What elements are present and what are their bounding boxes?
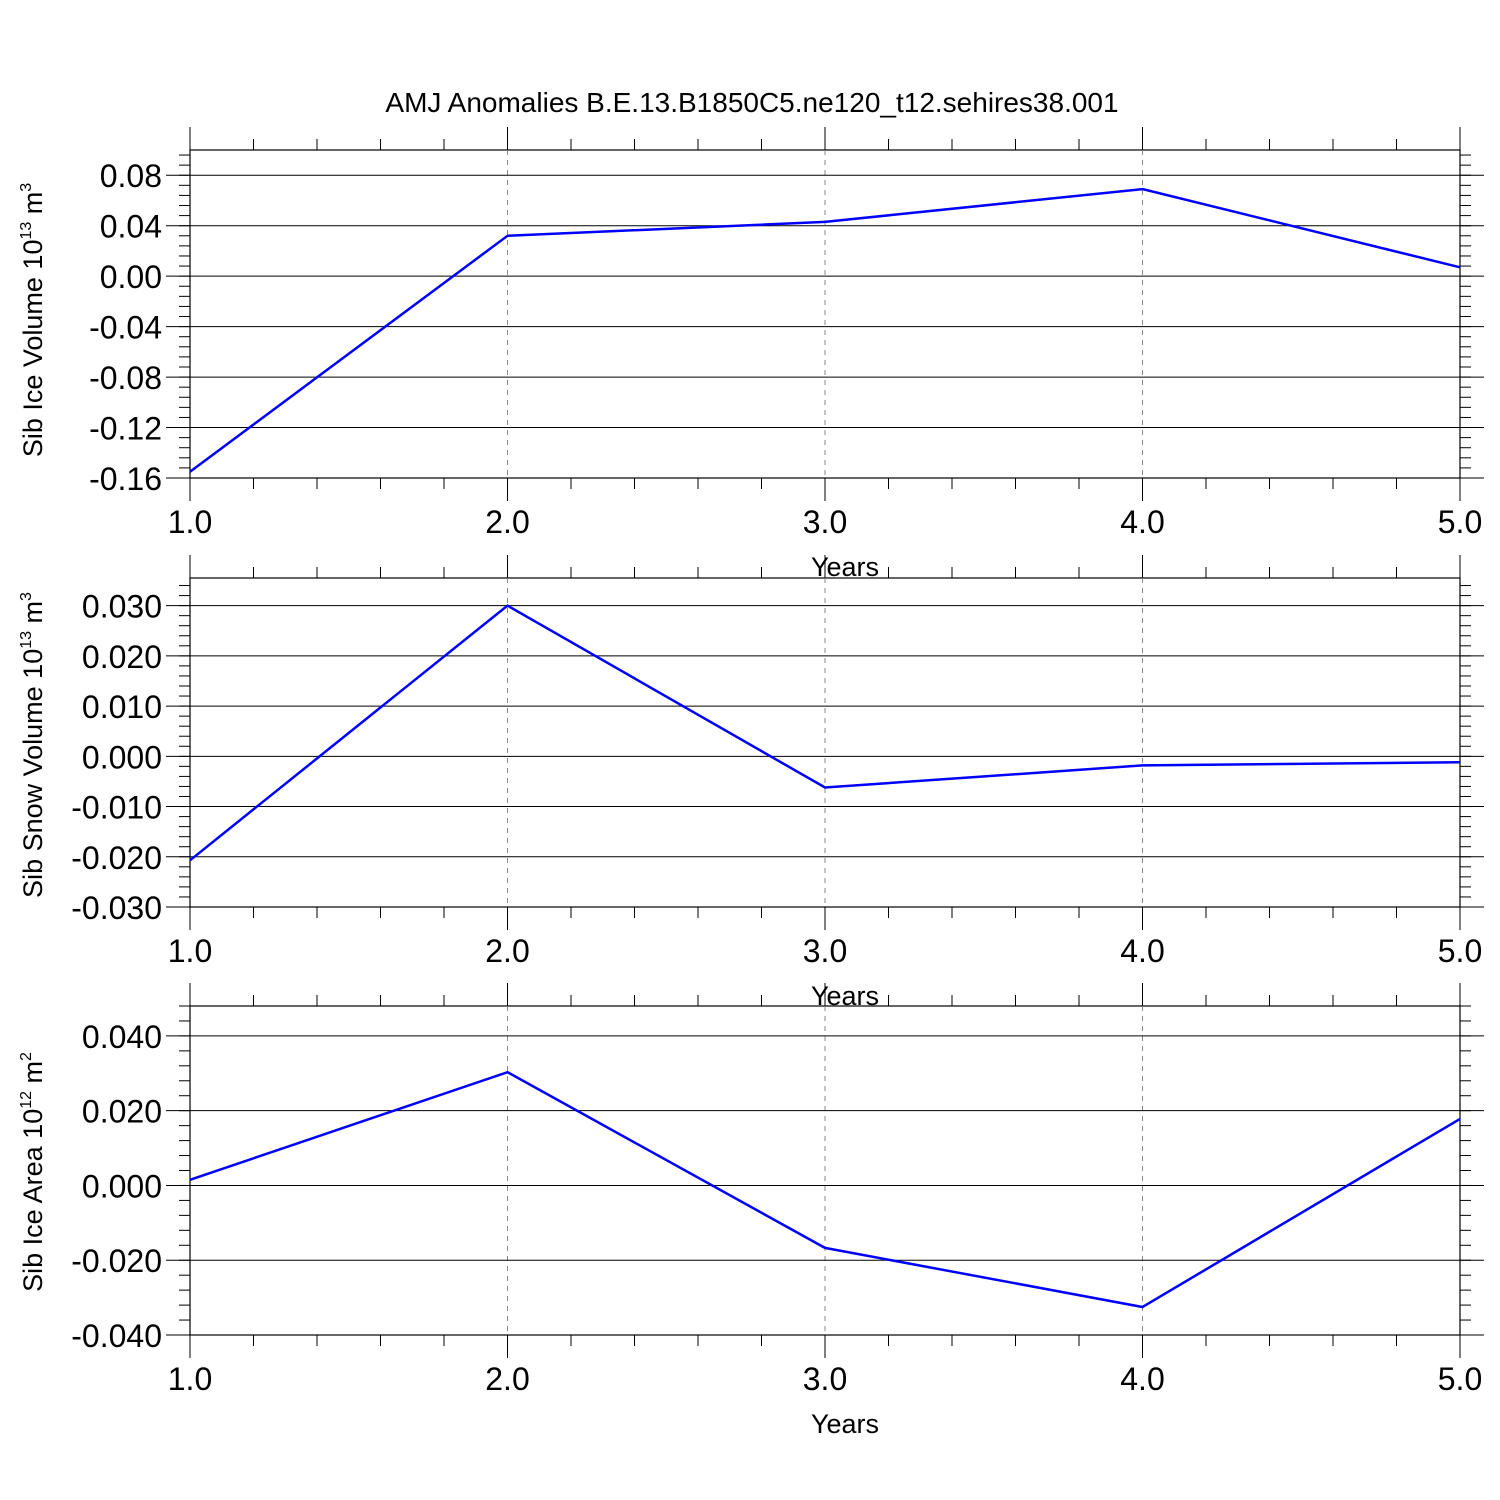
- data-point: [506, 1070, 510, 1074]
- x-tick-label: 5.0: [1438, 504, 1482, 540]
- x-tick-label: 4.0: [1120, 933, 1164, 969]
- y-tick-label: -0.16: [89, 461, 162, 497]
- x-tick-label: 1.0: [168, 1361, 212, 1397]
- chart-panel-1: 1.0 2.0 3.0 4.0 5.0 -0.16 -0.12 -0.08 -0.04 0.00 0…: [18, 127, 1484, 582]
- series-line: [189, 604, 1461, 862]
- y-tick-label: 0.020: [82, 1094, 162, 1130]
- y-tick-label: -0.030: [71, 890, 162, 926]
- chart-panel-2: 1.0 2.0 3.0 4.0 5.0 -0.030 -0.020 -0.010 0.000 0.…: [18, 555, 1484, 1011]
- y-axis-title: Sib Ice Volume 1013 m3: [18, 183, 48, 457]
- y-tick-label: 0.04: [100, 209, 162, 245]
- data-point: [188, 1178, 192, 1182]
- series-line: [189, 187, 1461, 473]
- x-tick-label: 1.0: [168, 933, 212, 969]
- x-tick-label: 3.0: [803, 504, 847, 540]
- y-tick-label: -0.020: [71, 840, 162, 876]
- y-tick-label: -0.04: [89, 310, 162, 346]
- x-tick-label: 2.0: [485, 504, 529, 540]
- y-tick-label: 0.040: [82, 1019, 162, 1055]
- x-tick-label: 5.0: [1438, 1361, 1482, 1397]
- data-point: [188, 858, 192, 862]
- y-axis-title: Sib Ice Area 1012 m2: [18, 1052, 48, 1292]
- x-tick-label: 5.0: [1438, 933, 1482, 969]
- data-point: [823, 1246, 827, 1250]
- y-tick-label: -0.020: [71, 1243, 162, 1279]
- data-point: [506, 234, 510, 238]
- x-tick-label: 3.0: [803, 933, 847, 969]
- x-tick-label: 2.0: [485, 1361, 529, 1397]
- y-tick-label: -0.12: [89, 411, 162, 447]
- series-line: [189, 1070, 1461, 1309]
- y-axis-title: Sib Snow Volume 1013 m3: [18, 592, 48, 898]
- data-point: [1141, 187, 1145, 191]
- y-tick-label: 0.000: [82, 1168, 162, 1204]
- y-tick-label: -0.08: [89, 360, 162, 396]
- chart-panel-3: 1.0 2.0 3.0 4.0 5.0 -0.040 -0.020 0.000 0.020 0.0…: [18, 983, 1484, 1439]
- x-tick-label: 1.0: [168, 504, 212, 540]
- data-point: [1141, 763, 1145, 767]
- y-tick-label: 0.030: [82, 589, 162, 625]
- y-tick-label: 0.010: [82, 689, 162, 725]
- panels: 1.0 2.0 3.0 4.0 5.0-0.16-0.12-0.08-0.040.000…: [18, 127, 1484, 1439]
- data-point: [1458, 1117, 1462, 1121]
- data-point: [1458, 265, 1462, 269]
- y-tick-label: 0.08: [100, 158, 162, 194]
- x-tick-label: 3.0: [803, 1361, 847, 1397]
- x-axis-title: Years: [811, 552, 879, 582]
- y-tick-label: 0.020: [82, 639, 162, 675]
- y-tick-label: 0.00: [100, 259, 162, 295]
- x-tick-label: 4.0: [1120, 1361, 1164, 1397]
- x-tick-label: 2.0: [485, 933, 529, 969]
- y-tick-label: -0.010: [71, 790, 162, 826]
- data-point: [1141, 1305, 1145, 1309]
- data-point: [506, 604, 510, 608]
- x-tick-label: 4.0: [1120, 504, 1164, 540]
- chart-title: AMJ Anomalies B.E.13.B1850C5.ne120_t12.s…: [385, 87, 1118, 118]
- x-axis-title: Years: [811, 1409, 879, 1439]
- y-tick-label: -0.040: [71, 1318, 162, 1354]
- data-point: [823, 220, 827, 224]
- y-tick-label: 0.000: [82, 739, 162, 775]
- data-point: [188, 470, 192, 474]
- data-point: [1458, 760, 1462, 764]
- data-point: [823, 785, 827, 789]
